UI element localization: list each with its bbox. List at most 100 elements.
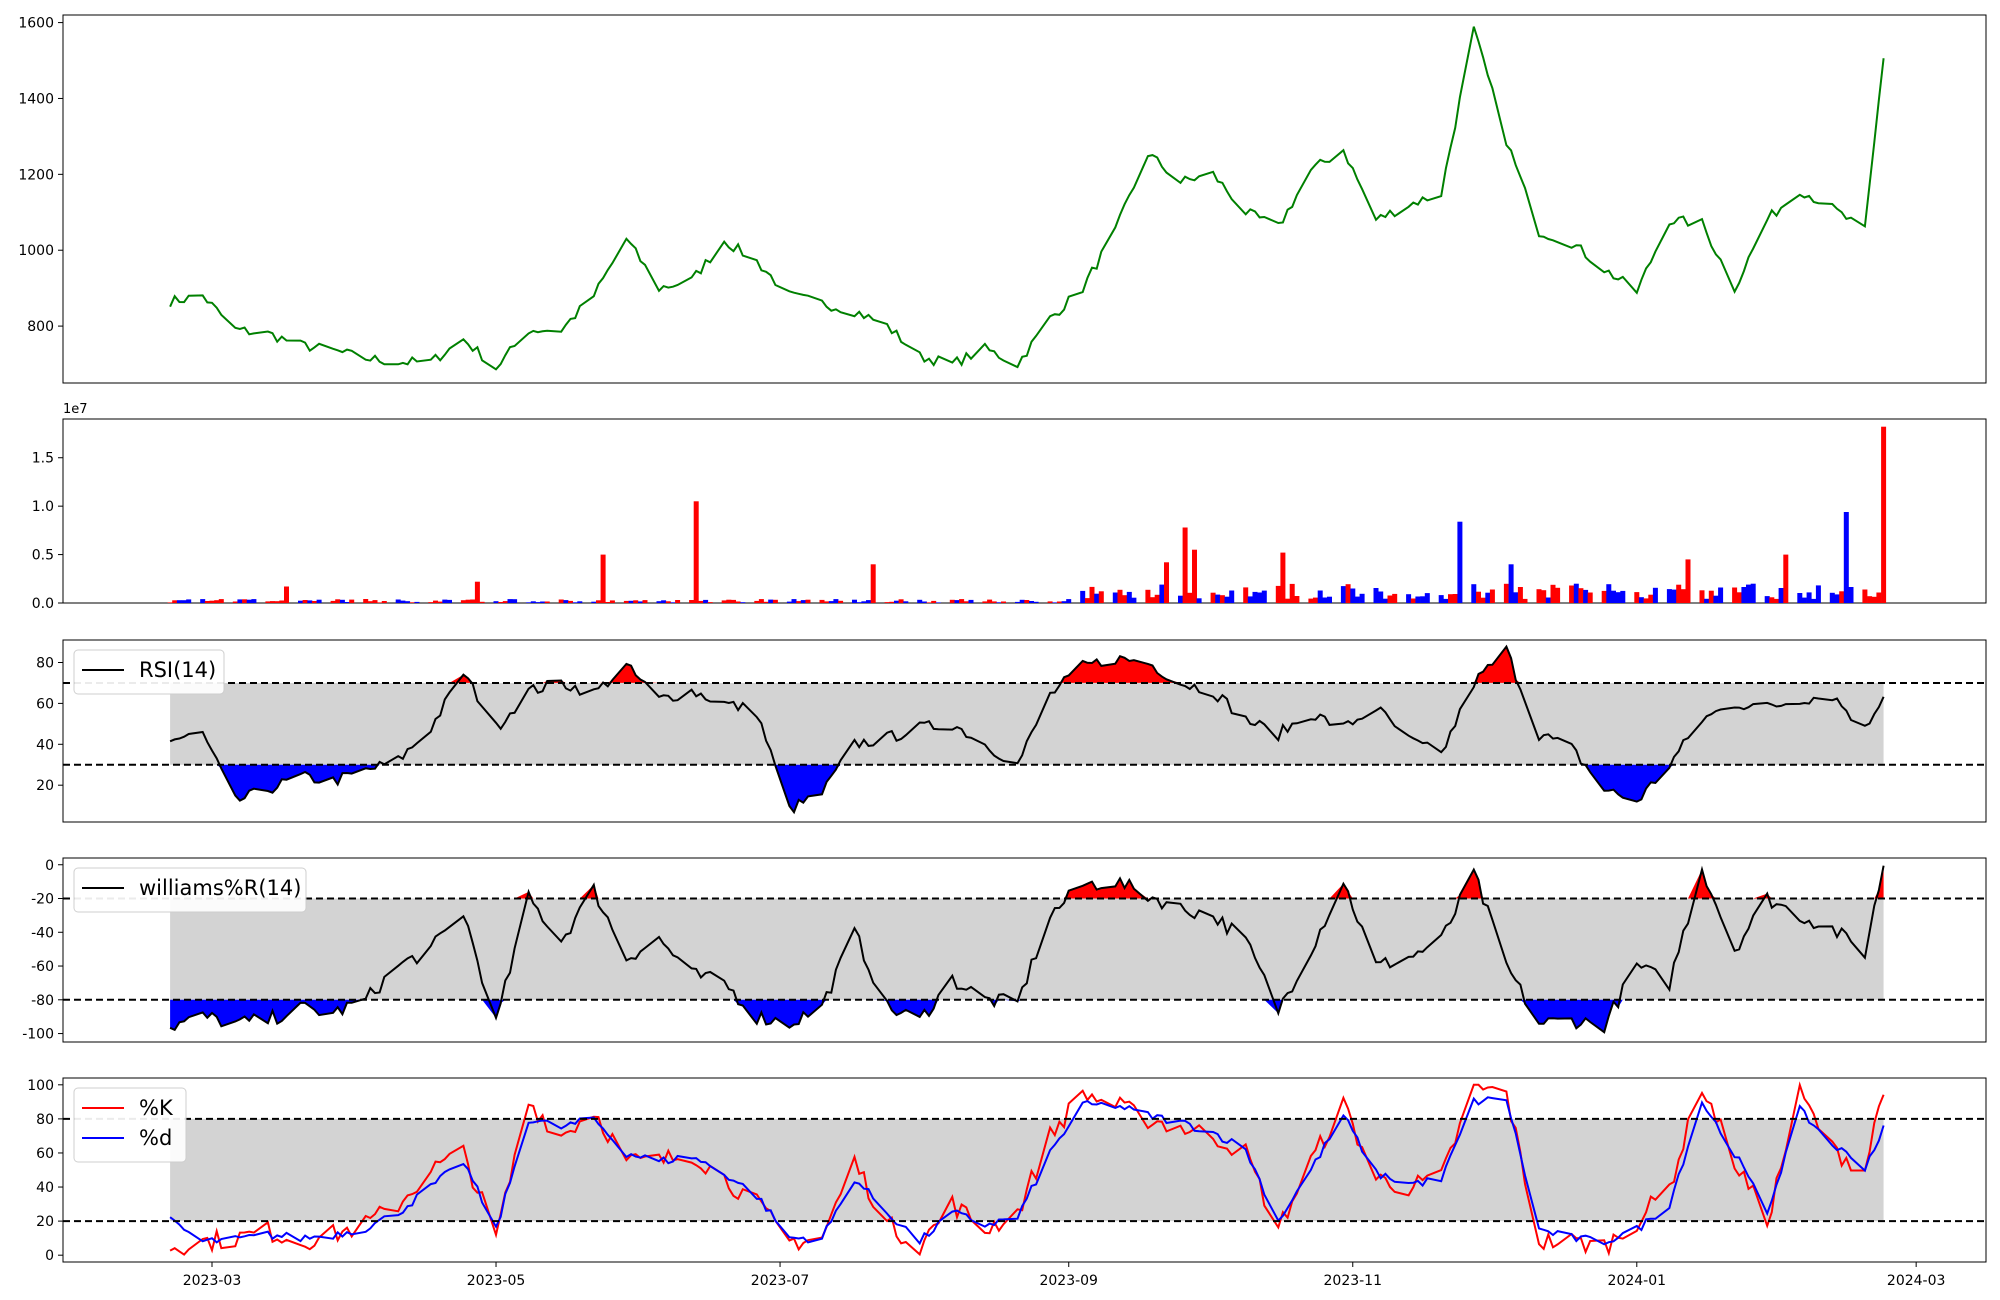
volume-bar: [1685, 559, 1691, 603]
volume-bar: [963, 601, 969, 603]
volume-bar: [1112, 592, 1118, 603]
volume-bar: [1457, 521, 1463, 603]
volume-bar: [1229, 590, 1235, 603]
volume-bar: [1578, 588, 1584, 603]
volume-bar: [428, 602, 434, 603]
volume-bar: [1569, 585, 1575, 603]
volume-bar: [572, 602, 578, 603]
volume-bar: [274, 601, 280, 603]
volume-bar: [395, 599, 401, 603]
volume-bar: [1797, 593, 1803, 603]
panel-2-oversold-fill: [170, 764, 1884, 813]
volume-bar: [349, 599, 355, 603]
volume-bar: [242, 599, 248, 603]
volume-bar: [1485, 592, 1491, 603]
volume-bar: [1089, 586, 1095, 603]
volume-bar: [1126, 591, 1132, 603]
volume-bar: [433, 600, 438, 603]
price-line: [169, 26, 1885, 371]
panel-2-overbought-fill: [170, 646, 1884, 683]
panel-4-ytick-label: 60: [36, 1146, 54, 1162]
volume-bar: [1666, 589, 1672, 603]
panel-0-ytick-label: 1400: [18, 91, 54, 107]
panel-3-frame: [62, 857, 1987, 1043]
volume-bar: [1601, 590, 1607, 603]
volume-bar: [1061, 601, 1067, 603]
stoch-k-line: [169, 1081, 1885, 1257]
volume-bar: [1471, 584, 1477, 603]
volume-bar: [1327, 596, 1332, 603]
volume-bar: [232, 601, 238, 603]
volume-bar: [447, 599, 452, 603]
volume-bar: [1871, 596, 1877, 603]
volume-bar: [1587, 592, 1593, 603]
x-tick-label: 2024-01: [1608, 1273, 1667, 1289]
x-tick-label: 2023-07: [751, 1273, 810, 1289]
panel-1-frame: [62, 418, 1987, 604]
volume-bar: [218, 599, 224, 603]
volume-bar: [675, 600, 681, 603]
volume-bar: [1164, 562, 1169, 603]
volume-bar: [372, 600, 378, 603]
volume-bar: [1122, 595, 1128, 603]
volume-bar: [866, 600, 871, 603]
volume-bar: [1224, 596, 1230, 603]
x-tick-label: 2023-03: [183, 1273, 242, 1289]
volume-bar: [1708, 590, 1714, 603]
volume-bar: [1387, 595, 1393, 603]
volume-bar: [1862, 589, 1868, 603]
panel-0-ytick-label: 1600: [18, 16, 54, 32]
volume-bar: [530, 601, 536, 603]
volume-bar: [1317, 590, 1323, 603]
volume-bar: [1746, 584, 1751, 603]
volume-bar: [1769, 597, 1775, 603]
panel-2-ytick-label: 40: [36, 737, 54, 753]
panel-2-neutral-band: [170, 682, 1884, 765]
volume-bar: [339, 599, 345, 603]
panel-1-ytick-label: 1.0: [32, 499, 54, 515]
volume-bar: [693, 501, 699, 603]
volume-bar: [828, 601, 834, 603]
volume-bar: [507, 599, 513, 603]
volume-bar: [1289, 583, 1295, 603]
panel-1-ytick-label: 0.5: [32, 548, 54, 564]
panel-2-ytick-label: 80: [36, 655, 54, 671]
volume-bar: [1881, 426, 1887, 603]
panel-2-legend: [73, 649, 225, 695]
volume-bar: [889, 601, 895, 603]
volume-bar: [540, 601, 546, 603]
volume-bar: [1718, 587, 1724, 603]
volume-bar: [931, 600, 937, 603]
volume-bar: [498, 602, 504, 603]
volume-bar: [921, 601, 927, 603]
volume-bar: [1843, 512, 1849, 603]
volume-bar: [805, 599, 811, 603]
volume-bar: [311, 601, 317, 603]
volume-bar: [707, 602, 713, 603]
volume-bar: [209, 600, 215, 603]
volume-bar: [1452, 594, 1458, 603]
volume-bar: [1252, 591, 1258, 603]
volume-bar: [1448, 594, 1453, 603]
volume-bar: [838, 600, 844, 603]
volume-bar: [1634, 592, 1640, 603]
volume-bar: [1489, 589, 1495, 603]
volume-bar: [1196, 598, 1202, 603]
volume-bar: [1378, 591, 1384, 603]
volume-bar: [316, 599, 322, 603]
panel-3-ytick-label: -80: [31, 993, 54, 1009]
volume-bar: [442, 599, 448, 603]
volume-bar: [1671, 589, 1677, 603]
volume-bar: [1340, 586, 1346, 603]
volume-bar: [884, 602, 890, 603]
volume-bar: [1620, 590, 1626, 603]
volume-bar: [1801, 597, 1807, 603]
volume-bar: [512, 599, 518, 603]
volume-bar: [1131, 597, 1137, 603]
volume-bar: [1154, 594, 1160, 603]
volume-bar: [167, 602, 173, 603]
volume-bar: [982, 601, 988, 603]
volume-bar: [214, 600, 220, 603]
volume-bar: [856, 602, 862, 603]
volume-bar: [1555, 587, 1561, 603]
